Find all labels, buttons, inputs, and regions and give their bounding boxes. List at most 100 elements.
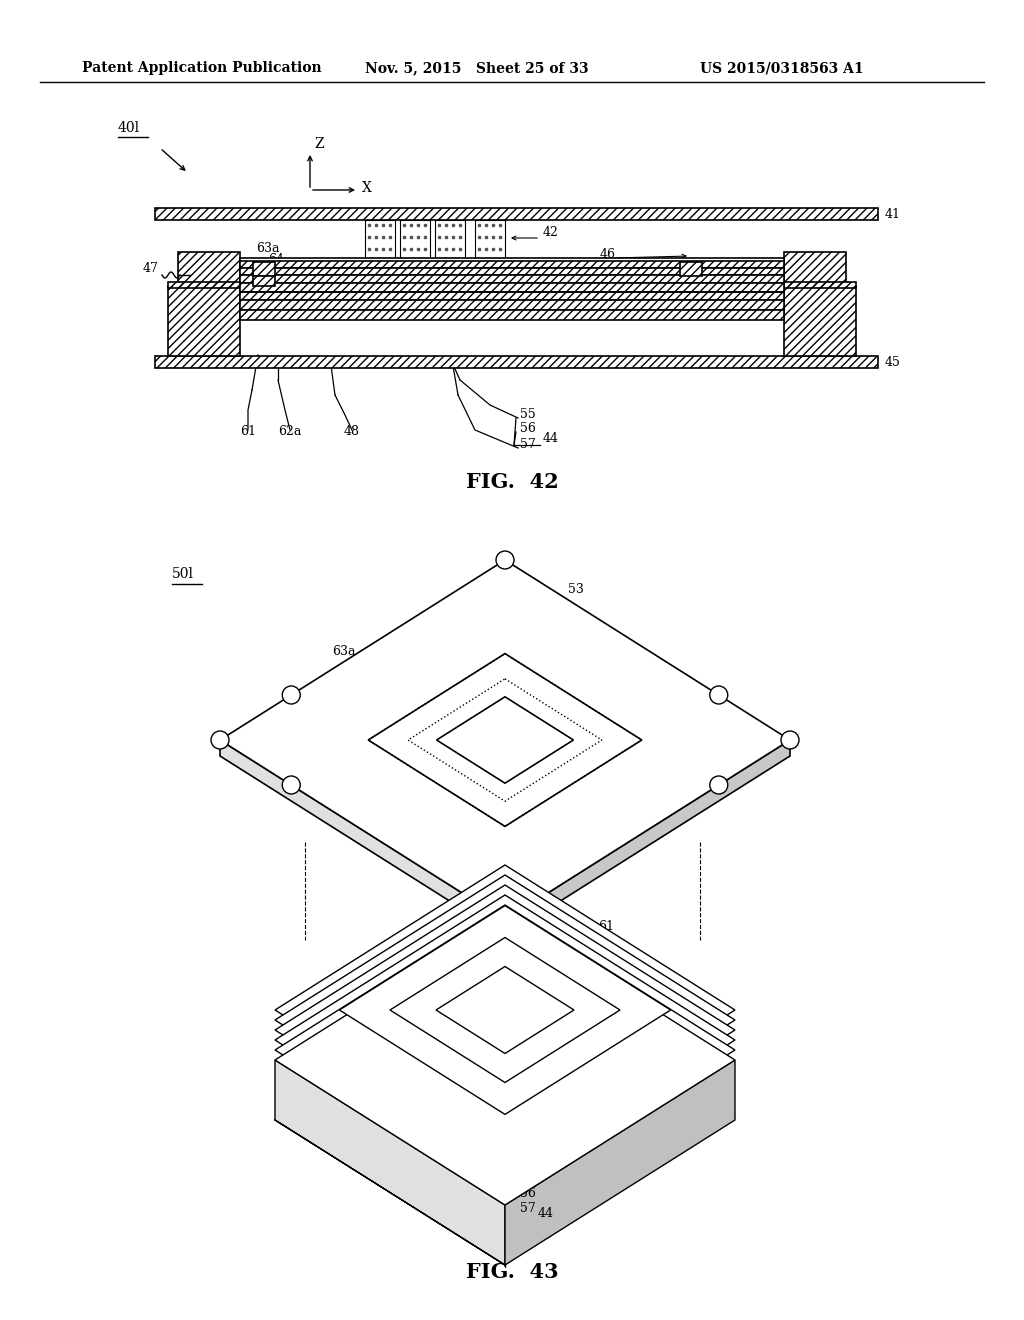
Text: Nov. 5, 2015   Sheet 25 of 33: Nov. 5, 2015 Sheet 25 of 33 [365, 61, 589, 75]
Polygon shape [505, 741, 790, 936]
Circle shape [781, 731, 799, 748]
Text: 56: 56 [520, 1187, 536, 1200]
Text: 58: 58 [345, 744, 360, 758]
Text: 55: 55 [520, 408, 536, 421]
Bar [240, 268, 784, 275]
Text: 64: 64 [268, 253, 284, 267]
Bar [784, 286, 856, 356]
Bar [253, 276, 275, 286]
Text: 61: 61 [598, 920, 614, 933]
Bar [155, 356, 878, 368]
Text: 57: 57 [520, 438, 536, 451]
Text: 62a: 62a [279, 425, 302, 438]
Bar [155, 356, 878, 368]
Text: 42: 42 [543, 226, 559, 239]
Bar [240, 260, 784, 268]
Text: 43: 43 [830, 265, 846, 279]
Text: 53: 53 [568, 583, 584, 597]
Circle shape [283, 686, 300, 704]
Polygon shape [220, 741, 505, 936]
Bar [784, 252, 846, 286]
Circle shape [211, 731, 229, 748]
Text: 46: 46 [600, 248, 616, 261]
Text: 52: 52 [820, 261, 836, 275]
Polygon shape [390, 937, 620, 1082]
Bar [240, 282, 784, 292]
Bar [784, 282, 856, 288]
Bar [168, 282, 240, 288]
Polygon shape [275, 895, 735, 1185]
Text: 44: 44 [543, 432, 559, 445]
Bar [240, 292, 784, 300]
Text: 47: 47 [143, 261, 159, 275]
Text: 63a: 63a [256, 242, 280, 255]
Text: 54: 54 [820, 280, 836, 293]
Text: FIG.  43: FIG. 43 [466, 1262, 558, 1282]
Bar [178, 252, 240, 286]
Polygon shape [275, 1060, 505, 1265]
Text: 41: 41 [885, 209, 901, 222]
Bar [240, 292, 784, 300]
Bar [168, 286, 240, 356]
Bar [240, 275, 784, 282]
Bar [240, 300, 784, 310]
Polygon shape [275, 884, 735, 1175]
Circle shape [283, 776, 300, 795]
Bar [475, 220, 505, 257]
Bar [253, 261, 275, 276]
Polygon shape [275, 865, 735, 1155]
Bar [365, 220, 395, 257]
Bar [784, 282, 856, 288]
Circle shape [710, 686, 728, 704]
Text: 64: 64 [358, 702, 374, 715]
Bar [680, 261, 702, 276]
Bar [240, 310, 784, 319]
Text: 63a: 63a [332, 645, 355, 657]
Circle shape [710, 776, 728, 795]
Polygon shape [220, 560, 790, 920]
Bar [155, 209, 878, 220]
Text: 53: 53 [820, 271, 836, 282]
Polygon shape [275, 906, 735, 1195]
Bar [253, 276, 275, 286]
Polygon shape [369, 653, 642, 826]
Bar [240, 275, 784, 282]
Text: 51: 51 [820, 252, 836, 265]
Circle shape [496, 550, 514, 569]
Bar [784, 286, 856, 356]
Bar [240, 300, 784, 310]
Bar [155, 209, 878, 220]
Polygon shape [505, 1060, 735, 1265]
Polygon shape [436, 966, 574, 1053]
Bar [240, 282, 784, 292]
Bar [240, 260, 784, 268]
Text: 40l: 40l [118, 121, 140, 135]
Text: US 2015/0318563 A1: US 2015/0318563 A1 [700, 61, 863, 75]
Text: 50l: 50l [172, 568, 194, 581]
Text: 48: 48 [344, 425, 360, 438]
Bar [253, 261, 275, 276]
Text: 45: 45 [885, 356, 901, 370]
Text: X: X [362, 181, 372, 195]
Bar [240, 268, 784, 275]
Text: Patent Application Publication: Patent Application Publication [82, 61, 322, 75]
Text: 62a: 62a [548, 920, 571, 933]
Polygon shape [436, 697, 573, 783]
Text: 44: 44 [538, 1206, 554, 1220]
Text: Z: Z [314, 137, 324, 150]
Bar [178, 252, 240, 286]
Bar [680, 261, 702, 276]
Polygon shape [275, 915, 735, 1205]
Bar [168, 286, 240, 356]
Text: 55: 55 [520, 1172, 536, 1185]
Bar [400, 220, 430, 257]
Text: FIG.  42: FIG. 42 [466, 473, 558, 492]
Text: 57: 57 [520, 1203, 536, 1214]
Text: 56: 56 [520, 422, 536, 436]
Polygon shape [339, 906, 671, 1114]
Bar [240, 310, 784, 319]
Circle shape [496, 911, 514, 929]
Bar [240, 257, 784, 261]
Bar [168, 282, 240, 288]
Text: 61: 61 [240, 425, 256, 438]
